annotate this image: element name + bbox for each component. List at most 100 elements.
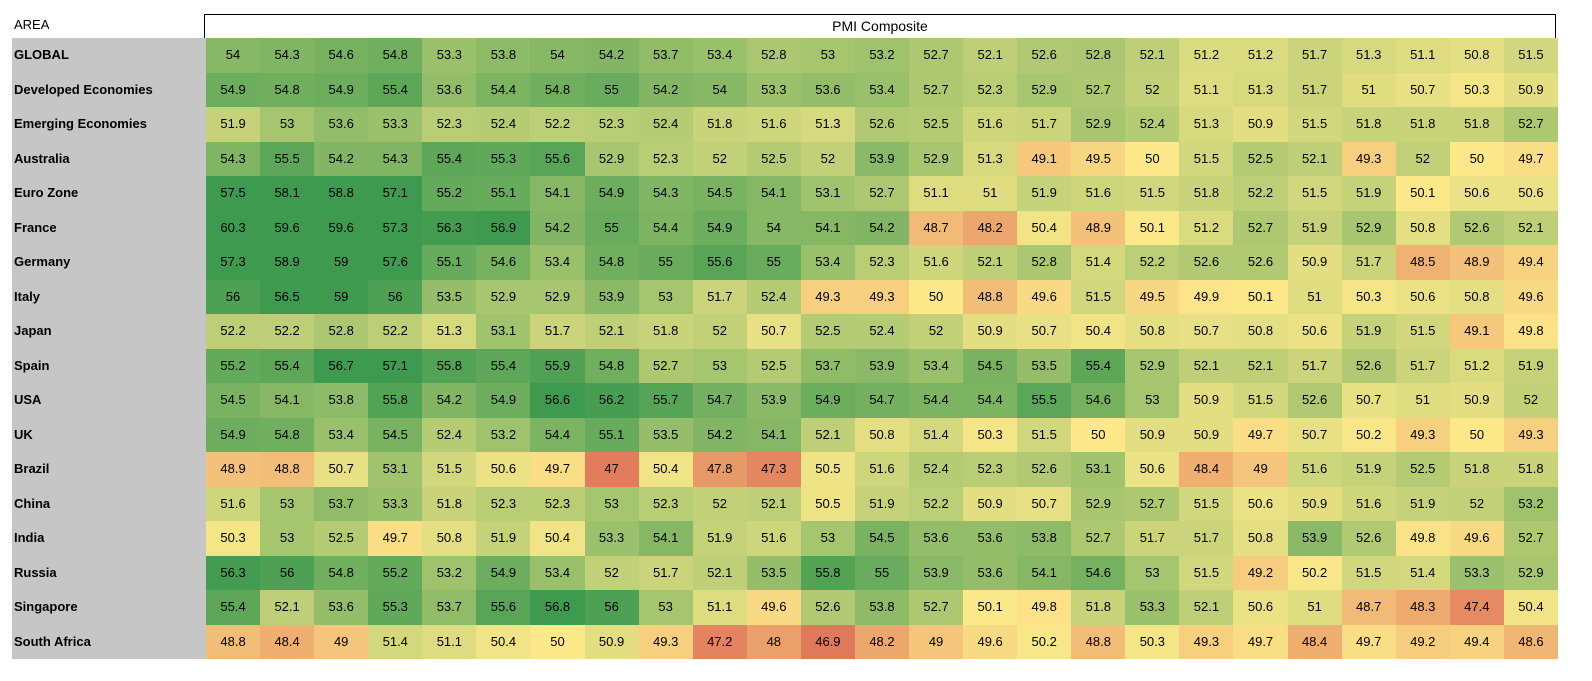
heatmap-cell[interactable]: 52.6 bbox=[1017, 38, 1072, 73]
heatmap-cell[interactable]: 55.6 bbox=[692, 245, 747, 280]
heatmap-cell[interactable]: 48.5 bbox=[1395, 245, 1450, 280]
heatmap-cell[interactable]: 48.6 bbox=[1503, 624, 1558, 659]
heatmap-cell[interactable]: 50.7 bbox=[1017, 486, 1072, 521]
heatmap-cell[interactable]: 53.8 bbox=[1017, 521, 1072, 556]
heatmap-cell[interactable]: 53.6 bbox=[800, 72, 855, 107]
heatmap-cell[interactable]: 51.8 bbox=[1179, 176, 1234, 211]
heatmap-cell[interactable]: 55.4 bbox=[476, 348, 531, 383]
heatmap-cell[interactable]: 53.6 bbox=[909, 521, 964, 556]
heatmap-cell[interactable]: 52.1 bbox=[963, 245, 1018, 280]
heatmap-cell[interactable]: 51.5 bbox=[422, 452, 477, 487]
heatmap-cell[interactable]: 48.3 bbox=[1395, 590, 1450, 625]
heatmap-cell[interactable]: 51.7 bbox=[1179, 521, 1234, 556]
heatmap-cell[interactable]: 51.6 bbox=[746, 521, 801, 556]
heatmap-cell[interactable]: 50.2 bbox=[1287, 555, 1342, 590]
heatmap-cell[interactable]: 54.9 bbox=[476, 383, 531, 418]
heatmap-cell[interactable]: 51 bbox=[963, 176, 1018, 211]
heatmap-cell[interactable]: 53 bbox=[692, 348, 747, 383]
heatmap-cell[interactable]: 52.4 bbox=[854, 314, 910, 349]
heatmap-cell[interactable]: 50.9 bbox=[584, 624, 639, 659]
heatmap-cell[interactable]: 50.6 bbox=[476, 452, 531, 487]
heatmap-cell[interactable]: 52.9 bbox=[1503, 555, 1558, 590]
heatmap-cell[interactable]: 51.4 bbox=[368, 624, 423, 659]
heatmap-cell[interactable]: 50.6 bbox=[1125, 452, 1180, 487]
heatmap-cell[interactable]: 52.9 bbox=[530, 279, 585, 314]
heatmap-cell[interactable]: 53.7 bbox=[422, 590, 477, 625]
heatmap-cell[interactable]: 52 bbox=[692, 314, 747, 349]
heatmap-cell[interactable]: 52.1 bbox=[584, 314, 639, 349]
heatmap-cell[interactable]: 54.9 bbox=[584, 176, 639, 211]
heatmap-cell[interactable]: 50.4 bbox=[638, 452, 693, 487]
heatmap-cell[interactable]: 50.7 bbox=[1287, 417, 1342, 452]
heatmap-cell[interactable]: 53.3 bbox=[1449, 555, 1504, 590]
heatmap-cell[interactable]: 56.9 bbox=[476, 210, 531, 245]
heatmap-cell[interactable]: 50.6 bbox=[1233, 486, 1288, 521]
heatmap-cell[interactable]: 52.6 bbox=[1341, 521, 1396, 556]
row-label[interactable]: Singapore bbox=[12, 590, 206, 625]
heatmap-cell[interactable]: 54.4 bbox=[638, 210, 693, 245]
heatmap-cell[interactable]: 51.7 bbox=[1287, 348, 1342, 383]
heatmap-cell[interactable]: 54.9 bbox=[314, 72, 369, 107]
heatmap-cell[interactable]: 52.7 bbox=[1503, 107, 1558, 142]
heatmap-cell[interactable]: 50.3 bbox=[1125, 624, 1180, 659]
heatmap-cell[interactable]: 53.9 bbox=[854, 141, 910, 176]
heatmap-cell[interactable]: 52.1 bbox=[1125, 38, 1180, 73]
heatmap-cell[interactable]: 54.6 bbox=[476, 245, 531, 280]
heatmap-cell[interactable]: 53.4 bbox=[692, 38, 747, 73]
heatmap-cell[interactable]: 52.1 bbox=[1287, 141, 1342, 176]
heatmap-cell[interactable]: 55.1 bbox=[422, 245, 477, 280]
heatmap-cell[interactable]: 52 bbox=[800, 141, 855, 176]
heatmap-cell[interactable]: 54 bbox=[530, 38, 585, 73]
heatmap-cell[interactable]: 52.6 bbox=[1287, 383, 1342, 418]
heatmap-cell[interactable]: 49 bbox=[1233, 452, 1288, 487]
heatmap-cell[interactable]: 52.5 bbox=[1233, 141, 1288, 176]
heatmap-cell[interactable]: 51.5 bbox=[1287, 107, 1342, 142]
heatmap-cell[interactable]: 57.3 bbox=[206, 245, 261, 280]
heatmap-cell[interactable]: 54.8 bbox=[260, 72, 315, 107]
heatmap-cell[interactable]: 51.6 bbox=[1287, 452, 1342, 487]
heatmap-cell[interactable]: 52.9 bbox=[1071, 486, 1126, 521]
heatmap-cell[interactable]: 52.7 bbox=[1071, 72, 1126, 107]
heatmap-cell[interactable]: 50 bbox=[1071, 417, 1126, 452]
heatmap-cell[interactable]: 50.4 bbox=[530, 521, 585, 556]
heatmap-cell[interactable]: 54.8 bbox=[584, 245, 639, 280]
heatmap-cell[interactable]: 51.7 bbox=[692, 279, 747, 314]
heatmap-cell[interactable]: 51.8 bbox=[638, 314, 693, 349]
heatmap-cell[interactable]: 54.1 bbox=[746, 176, 801, 211]
heatmap-cell[interactable]: 52.1 bbox=[692, 555, 747, 590]
heatmap-cell[interactable]: 54.9 bbox=[206, 72, 261, 107]
heatmap-cell[interactable]: 52.7 bbox=[638, 348, 693, 383]
row-label[interactable]: Australia bbox=[12, 141, 206, 176]
heatmap-cell[interactable]: 52.4 bbox=[909, 452, 964, 487]
heatmap-cell[interactable]: 51.7 bbox=[530, 314, 585, 349]
heatmap-cell[interactable]: 48 bbox=[746, 624, 801, 659]
heatmap-cell[interactable]: 53.3 bbox=[1125, 590, 1180, 625]
heatmap-cell[interactable]: 52.7 bbox=[1125, 486, 1180, 521]
heatmap-cell[interactable]: 52.6 bbox=[800, 590, 855, 625]
heatmap-cell[interactable]: 49.1 bbox=[1017, 141, 1072, 176]
heatmap-cell[interactable]: 52.1 bbox=[260, 590, 315, 625]
heatmap-cell[interactable]: 53.7 bbox=[314, 486, 369, 521]
heatmap-cell[interactable]: 57.3 bbox=[368, 210, 423, 245]
heatmap-cell[interactable]: 49.6 bbox=[1017, 279, 1072, 314]
heatmap-cell[interactable]: 52.7 bbox=[854, 176, 910, 211]
heatmap-cell[interactable]: 55.2 bbox=[206, 348, 261, 383]
heatmap-cell[interactable]: 55.6 bbox=[530, 141, 585, 176]
heatmap-cell[interactable]: 53.4 bbox=[314, 417, 369, 452]
heatmap-cell[interactable]: 52.3 bbox=[584, 107, 639, 142]
heatmap-cell[interactable]: 53 bbox=[800, 38, 855, 73]
heatmap-cell[interactable]: 50.2 bbox=[1341, 417, 1396, 452]
heatmap-cell[interactable]: 50.3 bbox=[1449, 72, 1504, 107]
heatmap-cell[interactable]: 51.4 bbox=[1395, 555, 1450, 590]
heatmap-cell[interactable]: 54.8 bbox=[368, 38, 423, 73]
heatmap-cell[interactable]: 51.9 bbox=[1503, 348, 1558, 383]
heatmap-cell[interactable]: 50.9 bbox=[963, 486, 1018, 521]
heatmap-cell[interactable]: 54.1 bbox=[638, 521, 693, 556]
heatmap-cell[interactable]: 50.9 bbox=[1287, 486, 1342, 521]
heatmap-cell[interactable]: 54.8 bbox=[530, 72, 585, 107]
heatmap-cell[interactable]: 56.3 bbox=[206, 555, 261, 590]
heatmap-cell[interactable]: 54.5 bbox=[368, 417, 423, 452]
row-label[interactable]: USA bbox=[12, 383, 206, 418]
heatmap-cell[interactable]: 47.4 bbox=[1449, 590, 1504, 625]
heatmap-cell[interactable]: 53.9 bbox=[854, 348, 910, 383]
